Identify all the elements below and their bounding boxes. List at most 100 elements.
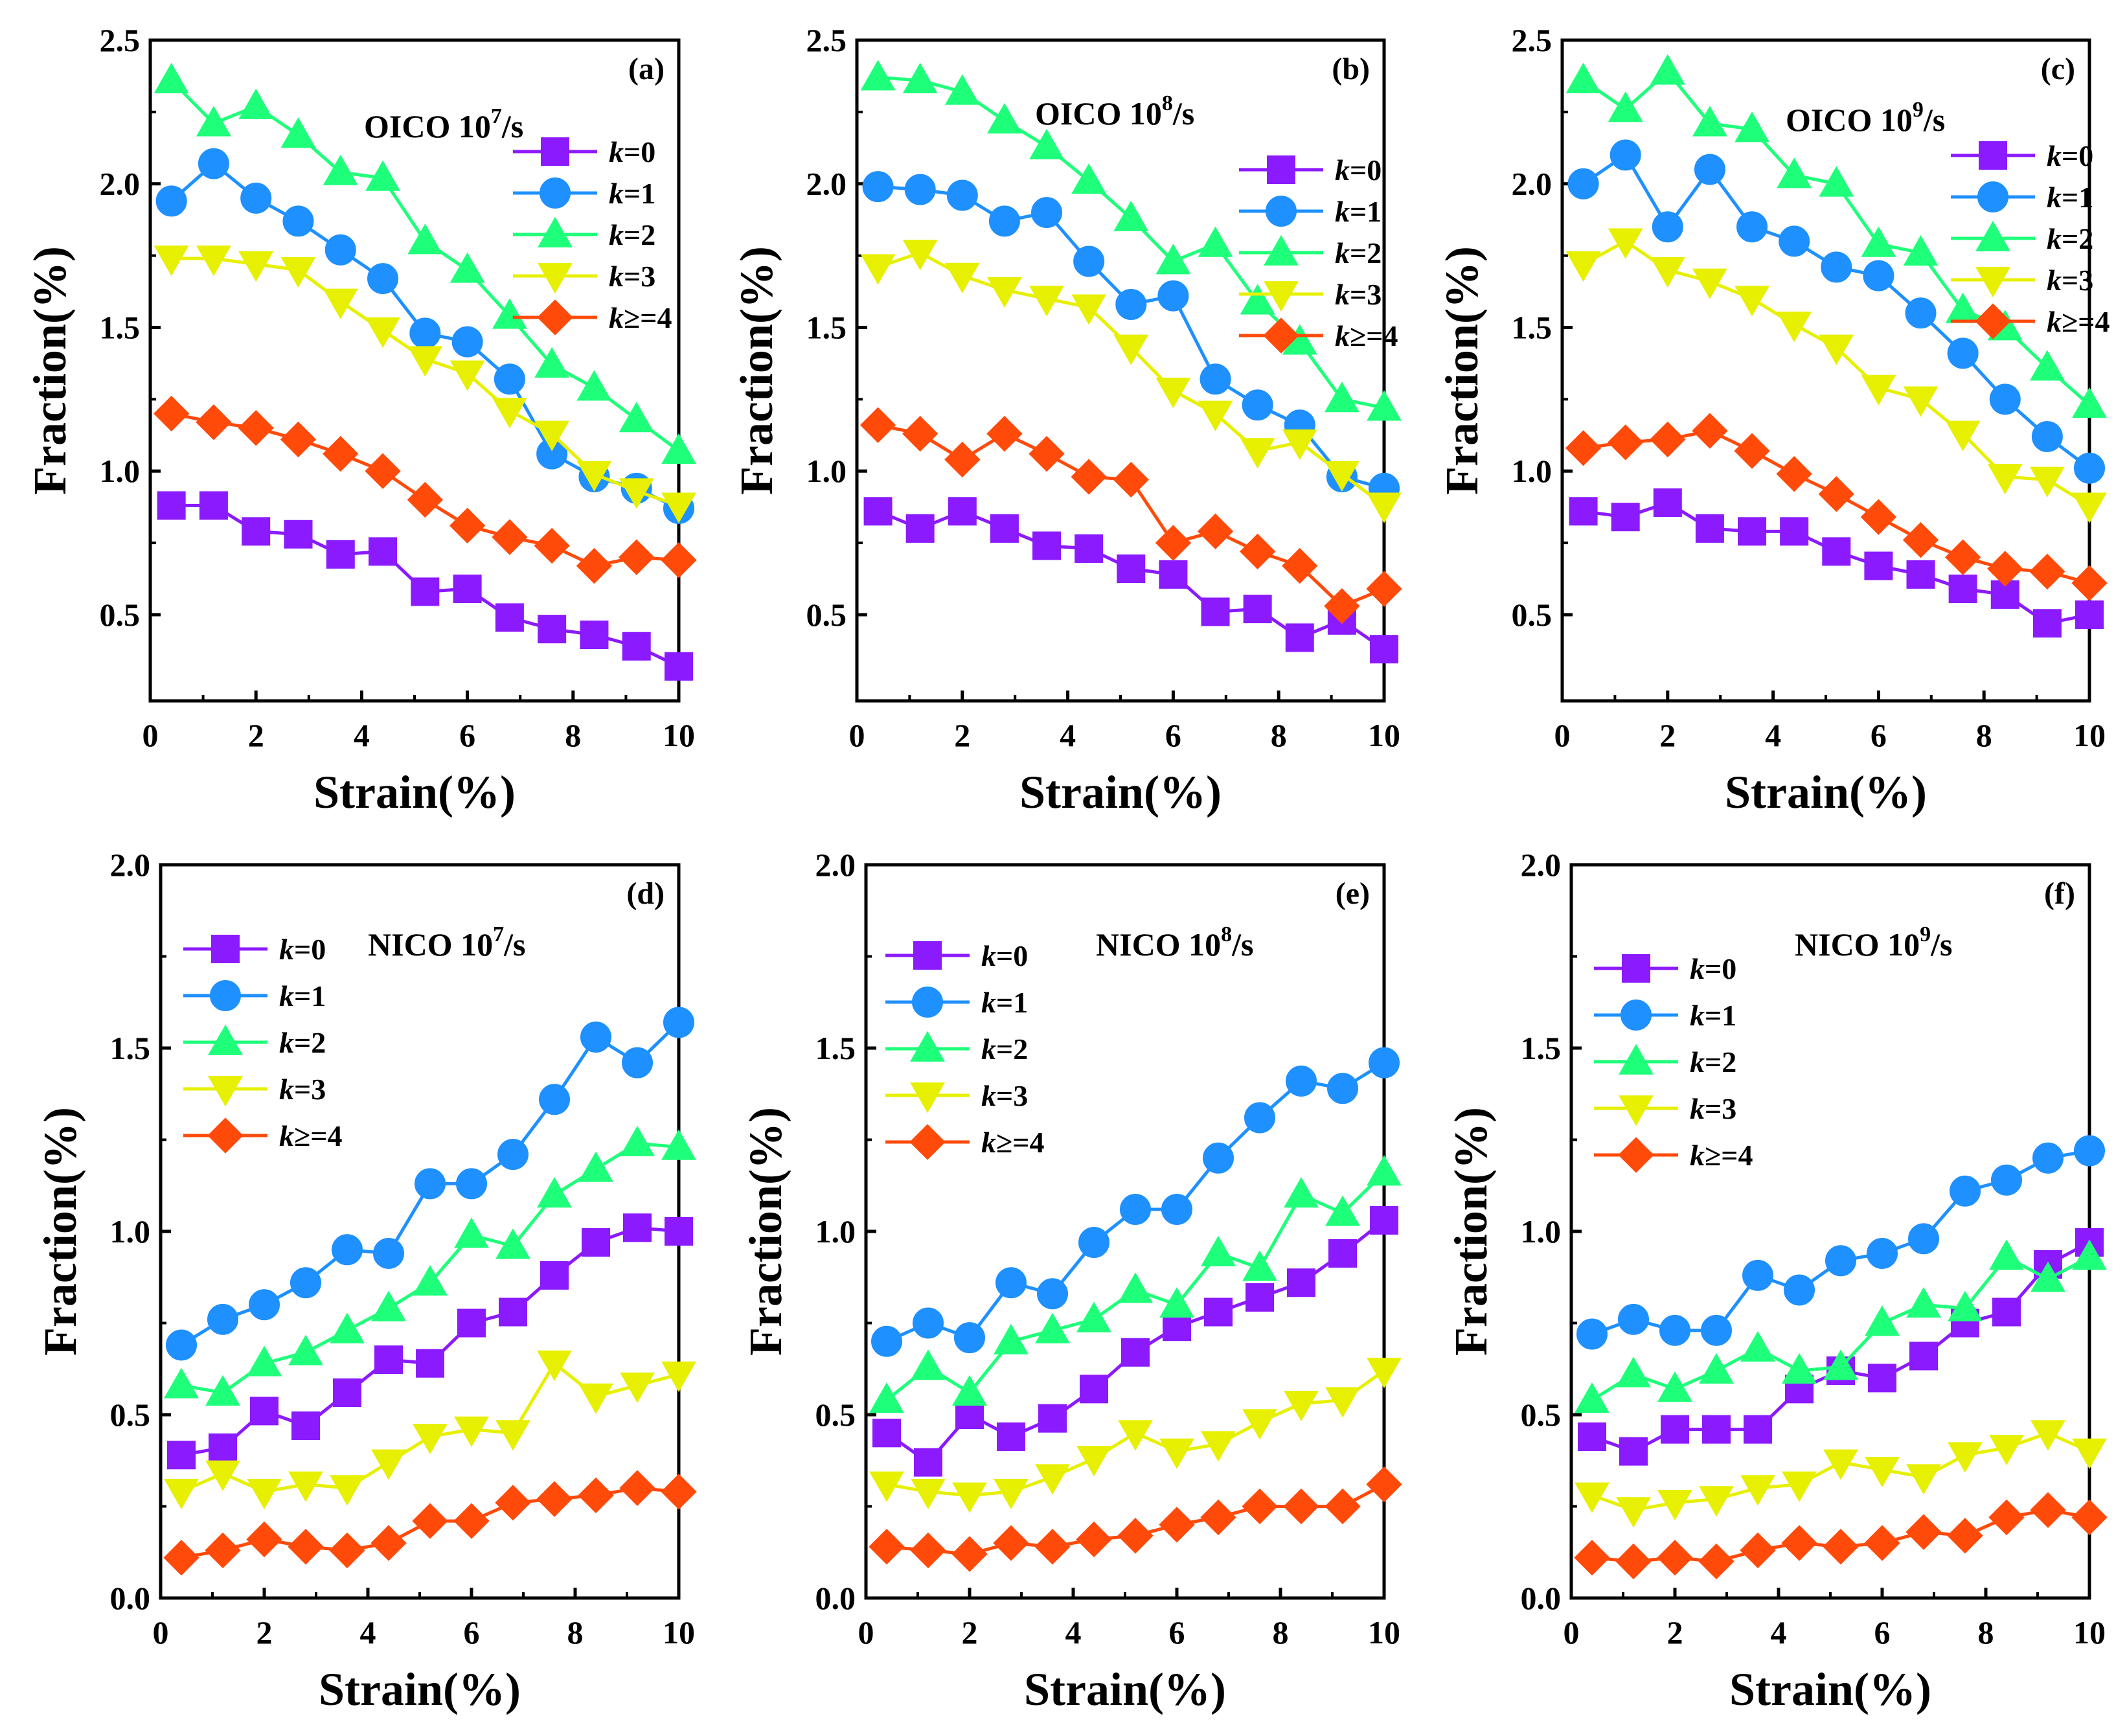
panel-label: (b) — [1332, 52, 1370, 86]
data-point — [492, 398, 527, 429]
data-point — [330, 1312, 365, 1343]
data-point — [449, 252, 485, 283]
data-point — [910, 1532, 946, 1569]
data-point — [166, 1329, 197, 1361]
data-point — [198, 148, 229, 179]
y-tick-label: 1.5 — [110, 1030, 151, 1066]
data-point — [449, 507, 486, 544]
data-point — [205, 1375, 240, 1406]
legend-value: =0 — [1350, 154, 1382, 187]
data-point — [495, 1420, 530, 1451]
x-tick-label: 0 — [858, 1614, 874, 1650]
x-tick-label: 4 — [360, 1614, 376, 1650]
data-point — [1324, 588, 1360, 624]
data-point — [457, 1308, 486, 1338]
x-tick-label: 2 — [1667, 1614, 1683, 1650]
data-point — [1198, 400, 1233, 431]
y-tick-label: 1.5 — [1521, 1030, 1562, 1066]
data-point — [1071, 459, 1107, 495]
data-point — [411, 577, 440, 606]
title-material: OICO — [364, 108, 459, 144]
legend-label: k=0 — [279, 933, 326, 966]
data-point — [1157, 280, 1189, 312]
legend-value: ≥=4 — [1705, 1139, 1753, 1172]
legend-label: k=1 — [609, 177, 655, 210]
data-point — [2072, 1239, 2107, 1270]
data-point — [2074, 452, 2105, 484]
data-point — [540, 1261, 569, 1290]
series-k1 — [1576, 1135, 2105, 1350]
legend-marker — [207, 1117, 244, 1154]
data-point — [619, 1470, 655, 1506]
y-tick-label: 0.5 — [100, 597, 141, 633]
data-point — [371, 1290, 406, 1321]
series-k3 — [154, 246, 696, 523]
data-point — [1657, 1371, 1692, 1402]
y-axis-title: Fraction(%) — [24, 246, 76, 495]
data-point — [1987, 551, 2023, 587]
data-point — [1367, 1358, 1402, 1389]
data-point — [539, 1084, 570, 1115]
data-point — [2030, 1420, 2065, 1451]
legend-marker — [210, 980, 241, 1011]
legend-value: =2 — [624, 218, 655, 251]
data-point — [1029, 128, 1064, 159]
series-k2 — [1575, 1239, 2107, 1413]
x-tick-label: 2 — [256, 1614, 273, 1650]
series-k4 — [859, 407, 1402, 624]
data-point — [905, 514, 935, 543]
x-tick-label: 10 — [663, 1614, 695, 1650]
data-point — [2072, 1438, 2107, 1469]
legend-label: k=3 — [1335, 278, 1382, 311]
data-point — [205, 1460, 240, 1491]
data-point — [495, 1228, 530, 1259]
data-point — [288, 1471, 323, 1502]
data-point — [365, 160, 400, 191]
legend-label: k=0 — [981, 939, 1028, 972]
data-point — [911, 1478, 946, 1510]
data-point — [1118, 1420, 1153, 1451]
data-point — [1657, 1489, 1692, 1521]
data-point — [1608, 424, 1644, 461]
series-k3 — [1565, 228, 2107, 523]
x-axis-title: Strain(%) — [1024, 1663, 1226, 1715]
data-point — [1865, 1305, 1900, 1336]
data-point — [863, 497, 893, 526]
data-point — [416, 1349, 444, 1378]
series-k1 — [871, 1047, 1400, 1357]
legend-value: ≥=4 — [624, 301, 672, 334]
data-point — [1324, 461, 1359, 492]
data-point — [1073, 246, 1105, 277]
data-point — [1113, 461, 1149, 498]
data-point — [661, 433, 696, 464]
chart-panel-e: 0 2 4 6 8 100.00.51.01.52.0Strain(%)Fraction(… — [740, 847, 1402, 1715]
data-point — [454, 1217, 489, 1248]
data-point — [1325, 1387, 1360, 1418]
legend-label: k=3 — [1690, 1092, 1736, 1125]
chart-panel-f: 0 2 4 6 8 10 0.0 0.5 1.0 1.5 2.0 Strain(%) Fraction(… — [1445, 847, 2108, 1715]
data-point — [1071, 294, 1107, 325]
data-point — [1242, 1250, 1277, 1281]
data-point — [622, 1047, 653, 1079]
data-point — [369, 537, 398, 566]
data-point — [1987, 464, 2023, 495]
y-axis-title: Fraction(%) — [1436, 246, 1488, 495]
title-rate-exponent: 7 — [493, 922, 504, 946]
data-point — [1031, 197, 1063, 229]
data-point — [1121, 1338, 1150, 1367]
data-point — [1325, 1195, 1360, 1226]
data-point — [1242, 389, 1273, 421]
legend-label: k=0 — [1335, 154, 1382, 187]
y-axis-title: Fraction(%) — [731, 246, 782, 495]
data-point — [1240, 284, 1275, 315]
legend-k: k — [609, 260, 624, 293]
legend-k: k — [279, 1026, 294, 1059]
data-point — [1075, 534, 1104, 563]
legend-marker — [541, 137, 569, 166]
legend-value: =2 — [996, 1033, 1028, 1066]
legend-label: k≥=4 — [279, 1119, 342, 1152]
data-point — [495, 1485, 531, 1521]
data-point — [1989, 1435, 2024, 1466]
x-tick-label: 4 — [1765, 717, 1781, 753]
legend-value: ≥=4 — [996, 1126, 1044, 1159]
